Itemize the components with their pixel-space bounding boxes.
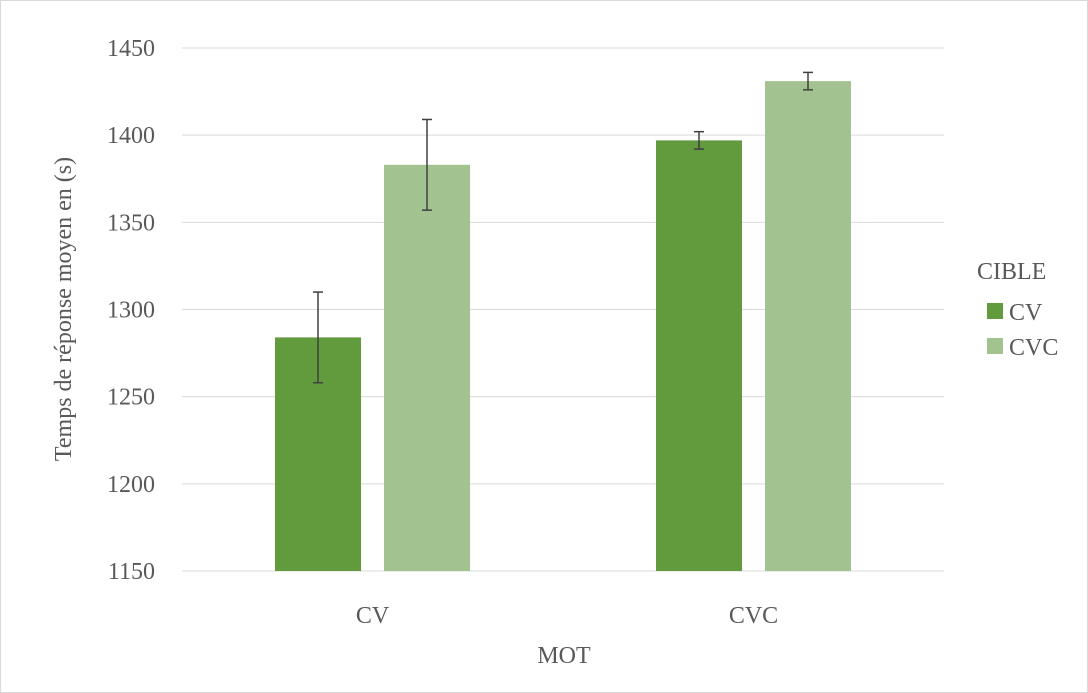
legend: CIBLE CV CVC xyxy=(977,259,1058,361)
x-category-label: CV xyxy=(356,603,390,629)
error-bars xyxy=(313,71,813,384)
y-tick-label: 1250 xyxy=(107,385,155,411)
bar-cvc-cvc xyxy=(765,81,851,571)
bar-cvc-cv xyxy=(384,164,470,571)
y-tick-label: 1400 xyxy=(107,123,155,149)
legend-swatch-cv xyxy=(987,303,1003,319)
error-bar xyxy=(694,130,704,150)
y-axis-label: Temps de réponse moyen en (s) xyxy=(51,157,77,461)
error-bar xyxy=(422,118,432,211)
error-bar xyxy=(313,291,323,384)
y-axis-ticks: 1150 1200 1250 1300 1350 1400 1450 xyxy=(107,36,155,585)
y-tick-label: 1350 xyxy=(107,210,155,236)
bar-cv-cvc xyxy=(656,140,742,571)
y-tick-label: 1200 xyxy=(107,472,155,498)
error-bar xyxy=(803,71,813,91)
x-category-label: CVC xyxy=(729,603,778,629)
y-tick-label: 1300 xyxy=(107,298,155,324)
y-tick-label: 1450 xyxy=(107,36,155,62)
legend-label-cvc: CVC xyxy=(1009,335,1058,361)
legend-items: CV CVC xyxy=(987,300,1058,361)
x-axis-label: MOT xyxy=(537,643,591,669)
bars xyxy=(275,81,851,571)
y-tick-label: 1150 xyxy=(108,559,155,585)
legend-label-cv: CV xyxy=(1009,300,1043,326)
x-axis-categories: CV CVC xyxy=(356,603,778,629)
legend-swatch-cvc xyxy=(987,338,1003,354)
legend-title: CIBLE xyxy=(977,259,1046,285)
